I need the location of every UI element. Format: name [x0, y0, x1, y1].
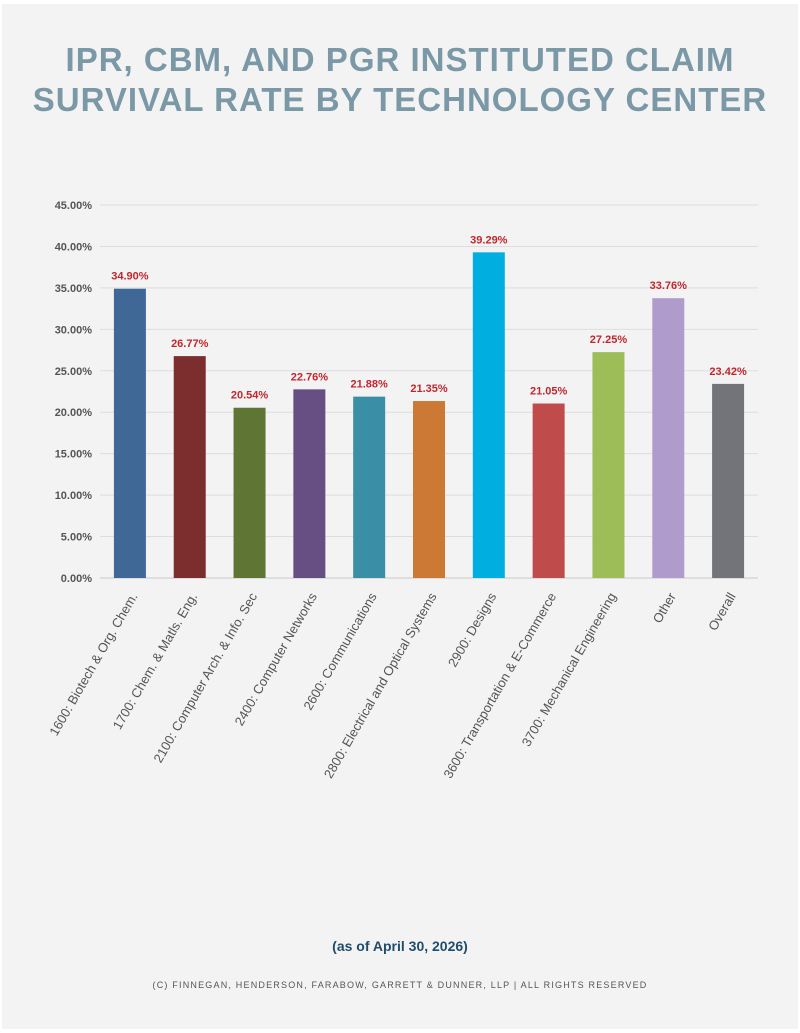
- data-label: 20.54%: [231, 390, 269, 402]
- y-tick-label: 10.00%: [55, 490, 93, 502]
- data-label: 21.35%: [410, 383, 448, 395]
- data-label: 27.25%: [590, 334, 628, 346]
- bar: [472, 252, 505, 578]
- x-tick-label: 3600: Transportation & E-Commerce: [440, 590, 559, 781]
- data-label: 39.29%: [470, 234, 508, 246]
- bar: [233, 407, 266, 578]
- bar: [652, 298, 685, 578]
- bar: [413, 401, 445, 578]
- y-tick-label: 45.00%: [55, 200, 93, 212]
- bar: [173, 356, 206, 578]
- y-tick-label: 0.00%: [61, 573, 92, 585]
- y-tick-label: 20.00%: [55, 407, 93, 419]
- data-label: 23.42%: [709, 366, 747, 378]
- x-tick-label: 2900: Designs: [445, 590, 500, 670]
- bar: [712, 383, 745, 578]
- bar: [113, 288, 146, 578]
- data-label: 21.05%: [530, 386, 568, 398]
- y-tick-label: 15.00%: [55, 449, 93, 461]
- data-label: 26.77%: [171, 338, 209, 350]
- data-label: 33.76%: [650, 280, 688, 292]
- chart-title: IPR, CBM, AND PGR INSTITUTED CLAIM SURVI…: [0, 40, 800, 120]
- bar: [293, 389, 326, 578]
- bar: [353, 396, 386, 578]
- y-tick-label: 25.00%: [55, 366, 93, 378]
- data-label: 22.76%: [291, 371, 329, 383]
- as-of-date-note: (as of April 30, 2026): [332, 938, 468, 954]
- x-tick-label: 2800: Electrical and Optical Systems: [321, 590, 440, 781]
- chart-title-line-1: IPR, CBM, AND PGR INSTITUTED CLAIM: [65, 41, 735, 78]
- x-tick-label: 2100: Computer Arch. & Info. Sec: [150, 590, 260, 766]
- y-tick-label: 5.00%: [61, 532, 92, 544]
- data-label: 21.88%: [351, 379, 389, 391]
- x-tick-label: Other: [650, 589, 680, 625]
- x-tick-label: Overall: [705, 590, 739, 633]
- y-tick-label: 40.00%: [55, 241, 93, 253]
- y-tick-label: 35.00%: [55, 283, 93, 295]
- data-label: 34.90%: [111, 271, 149, 283]
- bar: [532, 403, 565, 578]
- chart-title-line-2: SURVIVAL RATE BY TECHNOLOGY CENTER: [32, 81, 768, 118]
- bar: [592, 352, 625, 578]
- y-tick-label: 30.00%: [55, 324, 93, 336]
- copyright-notice: (C) FINNEGAN, HENDERSON, FARABOW, GARRET…: [152, 980, 648, 990]
